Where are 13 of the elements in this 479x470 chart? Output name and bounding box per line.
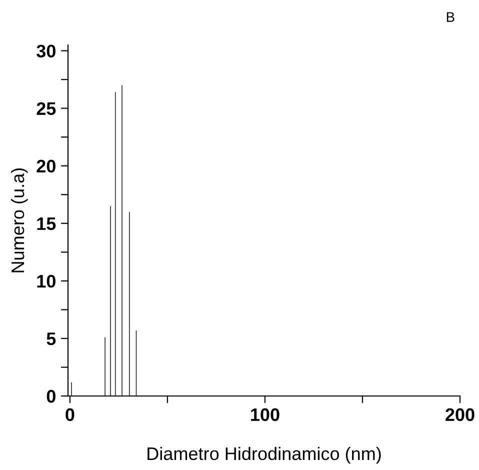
chart-title: B [446, 12, 454, 22]
x-tick-label: 0 [66, 408, 74, 422]
y-tick-label: 25 [36, 102, 56, 116]
y-tick-label: 5 [46, 332, 56, 346]
x-axis-title: Diametro Hidrodinamico (nm) [148, 446, 381, 464]
y-tick-label: 0 [46, 390, 56, 403]
y-tick-label: 30 [36, 44, 56, 58]
x-tick-label: 200 [446, 408, 474, 422]
x-tick-label: 100 [251, 408, 280, 422]
y-tick-label: 20 [36, 160, 56, 173]
y-tick-label: 10 [37, 274, 56, 288]
y-axis-title: Numero (u.a) [10, 168, 28, 272]
y-tick-label: 15 [37, 218, 56, 230]
